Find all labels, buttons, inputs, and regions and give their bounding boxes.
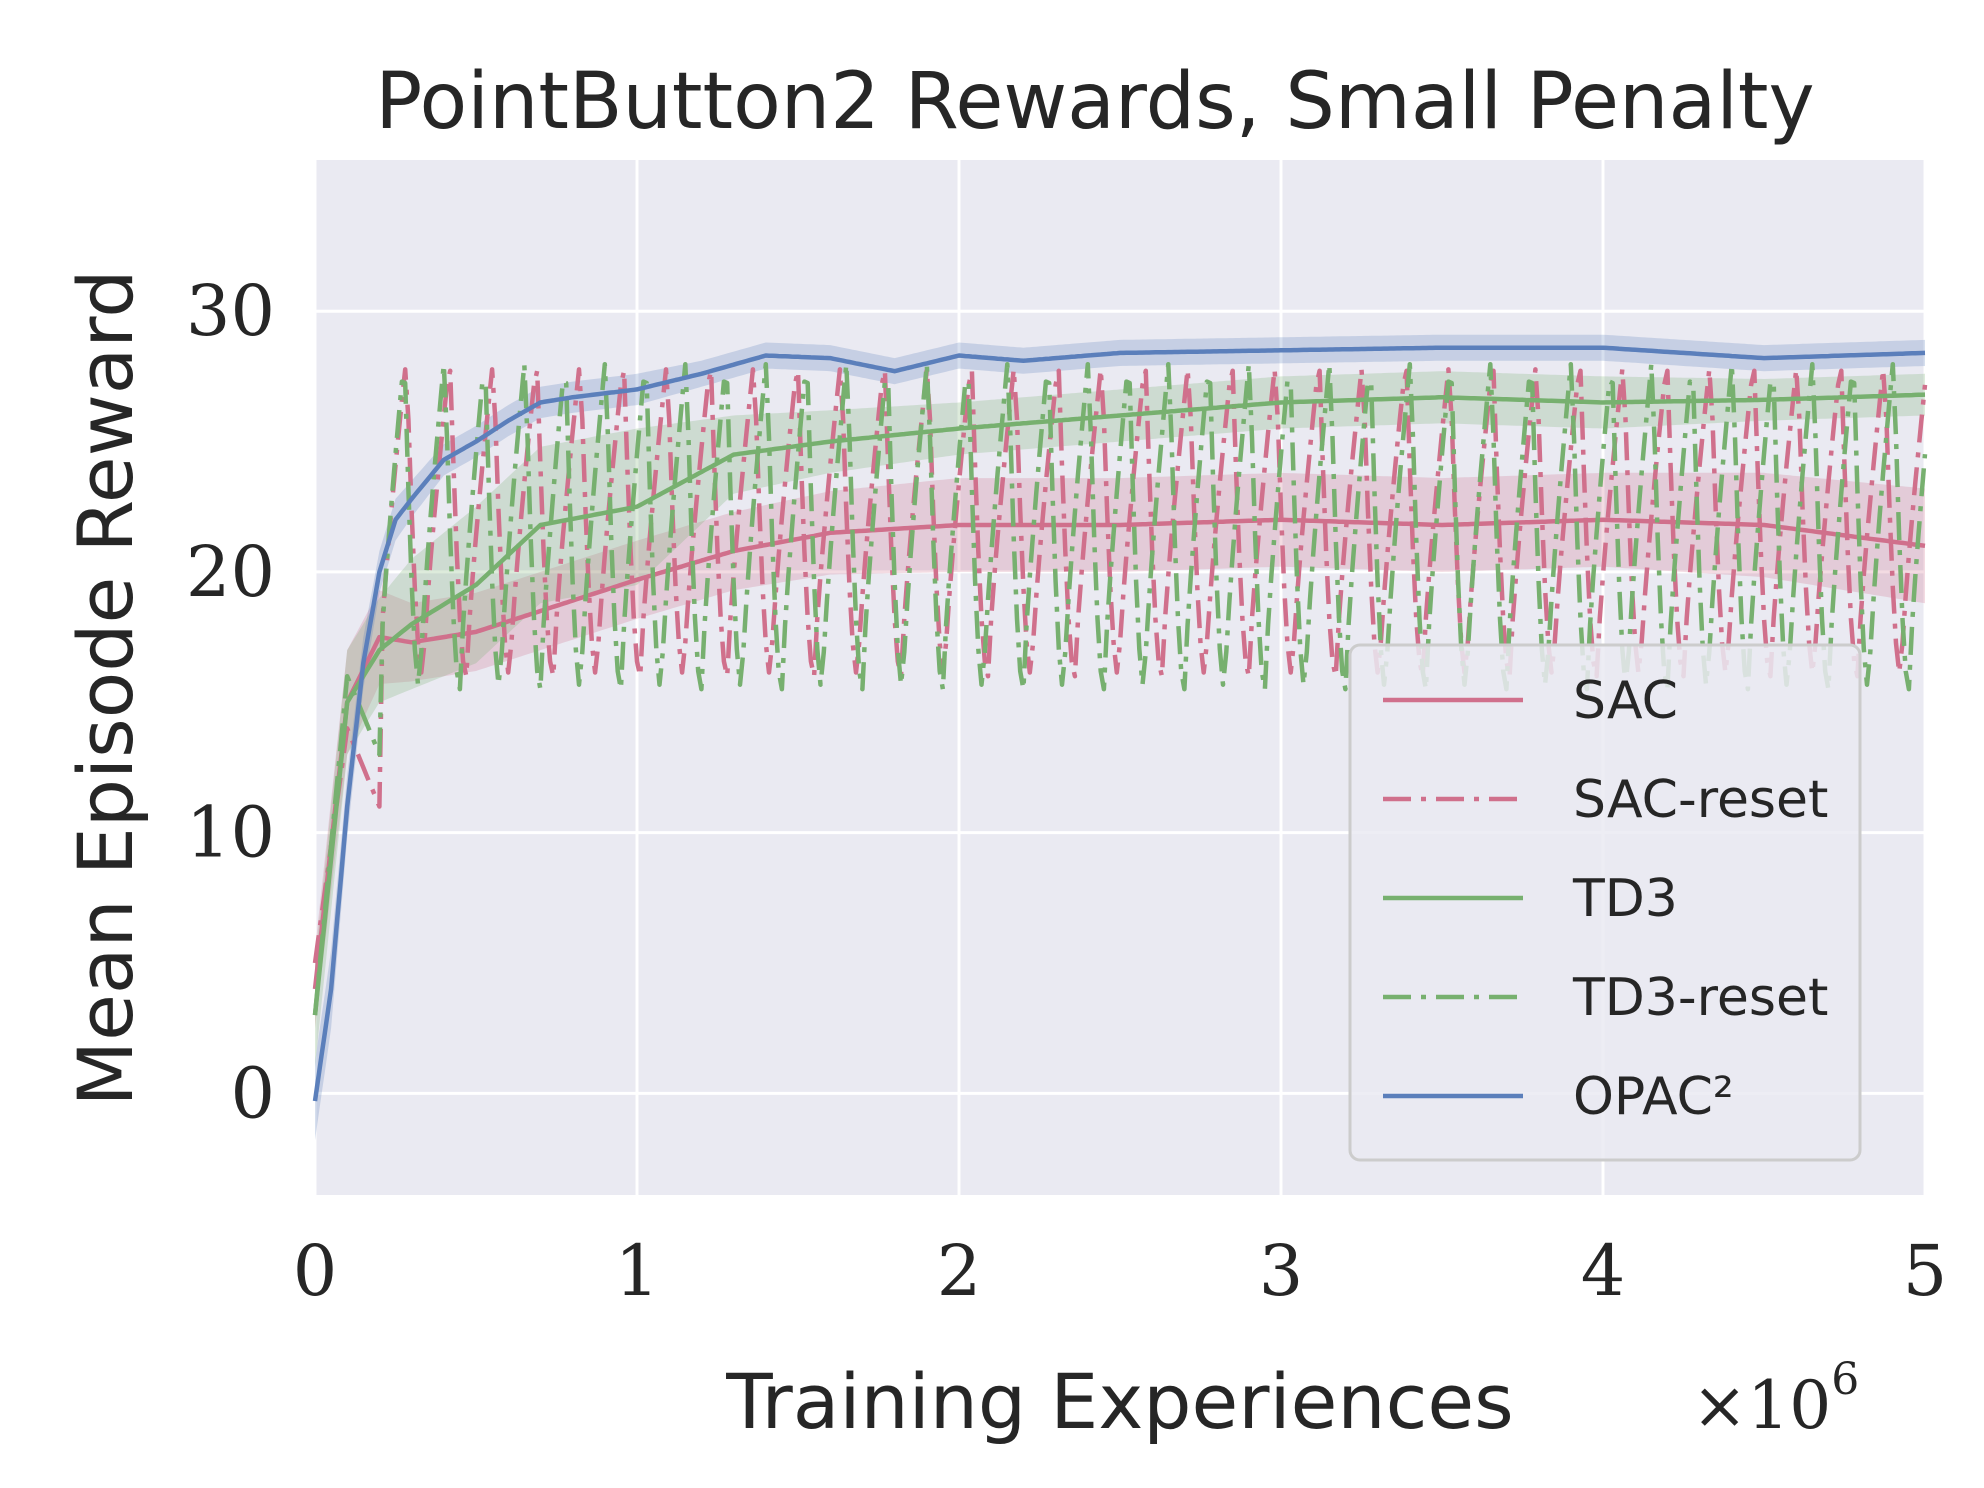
y-axis-label: Mean Episode Reward	[61, 270, 150, 1107]
x-tick-label-2: 2	[937, 1230, 982, 1312]
series-line-2	[312, 392, 1926, 1016]
series-lines	[312, 345, 1928, 1102]
chart-title: PointButton2 Rewards, Small Penalty	[375, 57, 1814, 147]
legend-frame	[1348, 643, 1862, 1162]
y-tick-label-0: 0	[230, 1052, 275, 1134]
x-tick-label-1: 1	[615, 1230, 660, 1312]
y-tick-label-30: 30	[186, 270, 275, 352]
x-axis-multiplier: ×106	[1692, 1354, 1859, 1444]
y-tick-label-20: 20	[186, 531, 275, 613]
tick-labels: 0 1 2 3 4 5 0 10 20 30	[186, 270, 1947, 1312]
legend-label-0: SAC	[1573, 671, 1678, 731]
x-axis-label: Training Experiences	[725, 1357, 1513, 1446]
confidence-bands	[315, 334, 1925, 1141]
legend: SAC SAC-reset TD3 TD3-reset OPAC²	[1348, 643, 1862, 1162]
x-tick-label-0: 0	[293, 1230, 338, 1312]
legend-label-4: OPAC²	[1573, 1067, 1734, 1127]
x-tick-label-5: 5	[1903, 1230, 1948, 1312]
x-tick-label-3: 3	[1259, 1230, 1304, 1312]
legend-label-2: TD3	[1572, 869, 1678, 929]
y-tick-label-10: 10	[186, 792, 275, 874]
legend-label-1: SAC-reset	[1573, 770, 1828, 830]
series-line-4	[312, 345, 1926, 1102]
legend-label-3: TD3-reset	[1572, 968, 1828, 1028]
x-tick-label-4: 4	[1581, 1230, 1626, 1312]
series-line-3	[312, 361, 1928, 1016]
band-0	[315, 472, 1925, 1029]
